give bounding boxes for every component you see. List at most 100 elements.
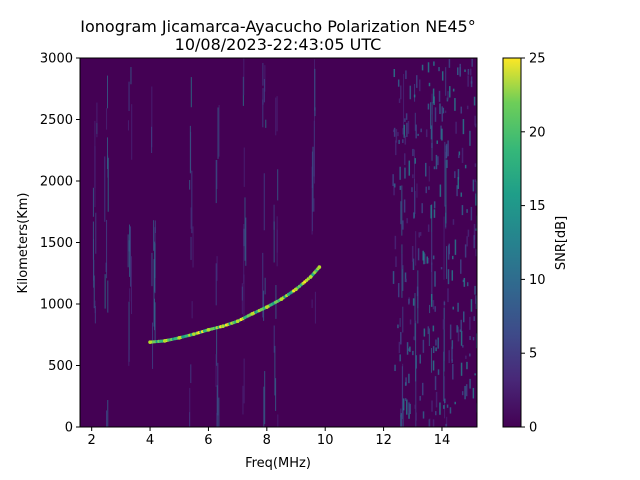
noise-speck	[415, 412, 417, 421]
noise-streak	[431, 231, 433, 273]
noise-speck	[456, 185, 458, 197]
noise-speck	[395, 256, 397, 267]
noise-streak	[402, 306, 404, 333]
noise-streak	[273, 204, 275, 230]
noise-speck	[403, 124, 406, 138]
noise-speck	[408, 402, 410, 415]
noise-streak	[417, 270, 419, 324]
noise-streak	[216, 256, 218, 281]
noise-speck	[473, 316, 476, 321]
noise-streak	[128, 81, 130, 111]
x-axis-label: Freq(MHz)	[245, 456, 311, 471]
noise-speck	[415, 124, 417, 139]
noise-speck	[397, 79, 400, 87]
noise-speck	[426, 256, 429, 264]
noise-speck	[469, 130, 471, 146]
noise-streak	[128, 301, 130, 362]
chart-title-line2: 10/08/2023-22:43:05 UTC	[175, 35, 382, 54]
noise-speck	[428, 82, 431, 87]
noise-speck	[402, 128, 404, 135]
noise-streak	[276, 96, 278, 132]
noise-streak	[313, 198, 315, 212]
noise-streak	[275, 378, 277, 411]
noise-streak	[192, 226, 194, 268]
noise-speck	[421, 382, 424, 396]
noise-speck	[469, 378, 471, 389]
colorbar-tick-label: 0	[529, 421, 537, 436]
noise-speck	[454, 401, 456, 405]
noise-speck	[451, 340, 454, 349]
noise-streak	[128, 224, 130, 277]
noise-speck	[431, 400, 433, 412]
noise-streak	[154, 220, 156, 233]
noise-speck	[464, 244, 467, 258]
noise-speck	[398, 341, 401, 354]
noise-streak	[245, 217, 247, 266]
noise-streak	[444, 141, 446, 207]
noise-speck	[433, 61, 435, 66]
noise-speck	[423, 252, 425, 265]
noise-speck	[393, 68, 396, 78]
noise-streak	[265, 119, 267, 128]
noise-speck	[411, 245, 414, 262]
noise-speck	[438, 90, 441, 102]
noise-streak	[401, 185, 403, 236]
noise-streak	[264, 65, 266, 92]
noise-speck	[418, 232, 421, 238]
noise-speck	[414, 404, 417, 409]
echo-trace-point	[308, 275, 313, 279]
noise-speck	[446, 159, 448, 168]
noise-streak	[128, 349, 130, 366]
noise-speck	[440, 267, 443, 270]
noise-streak	[429, 418, 431, 427]
noise-speck	[393, 183, 395, 196]
noise-speck	[465, 384, 468, 397]
noise-speck	[456, 325, 458, 333]
noise-streak	[243, 274, 245, 323]
noise-streak	[414, 112, 416, 131]
noise-streak	[445, 159, 447, 224]
noise-streak	[443, 351, 445, 402]
noise-speck	[443, 301, 446, 306]
x-tick-label: 2	[88, 433, 96, 448]
noise-streak	[443, 307, 445, 372]
noise-streak	[414, 178, 416, 218]
noise-speck	[394, 235, 397, 250]
noise-speck	[413, 212, 415, 219]
noise-speck	[464, 69, 466, 72]
noise-streak	[244, 197, 246, 261]
x-tick-label: 12	[375, 433, 392, 448]
noise-speck	[448, 350, 450, 364]
noise-speck	[475, 333, 477, 349]
noise-streak	[215, 354, 217, 387]
noise-speck	[454, 239, 457, 255]
noise-speck	[427, 224, 430, 232]
colorbar-ticks: 0 5 10 15 20 25	[521, 52, 546, 436]
noise-speck	[427, 257, 430, 264]
noise-streak	[95, 212, 97, 254]
noise-streak	[243, 147, 245, 187]
noise-speck	[446, 404, 449, 408]
noise-speck	[421, 64, 424, 71]
noise-streak	[216, 328, 218, 366]
noise-speck	[397, 132, 399, 137]
echo-trace-point	[192, 332, 196, 336]
noise-speck	[395, 140, 397, 156]
noise-streak	[262, 252, 264, 318]
noise-speck	[419, 232, 422, 236]
noise-streak	[93, 259, 95, 288]
noise-streak	[106, 108, 108, 130]
noise-speck	[408, 373, 410, 384]
noise-speck	[451, 270, 454, 281]
noise-speck	[452, 306, 454, 310]
noise-streak	[106, 219, 108, 279]
noise-speck	[398, 98, 401, 103]
noise-speck	[460, 106, 463, 114]
noise-streak	[190, 207, 192, 229]
noise-speck	[409, 403, 411, 415]
noise-speck	[460, 330, 463, 346]
noise-speck	[432, 325, 435, 332]
noise-speck	[451, 346, 453, 361]
noise-streak	[414, 84, 416, 102]
